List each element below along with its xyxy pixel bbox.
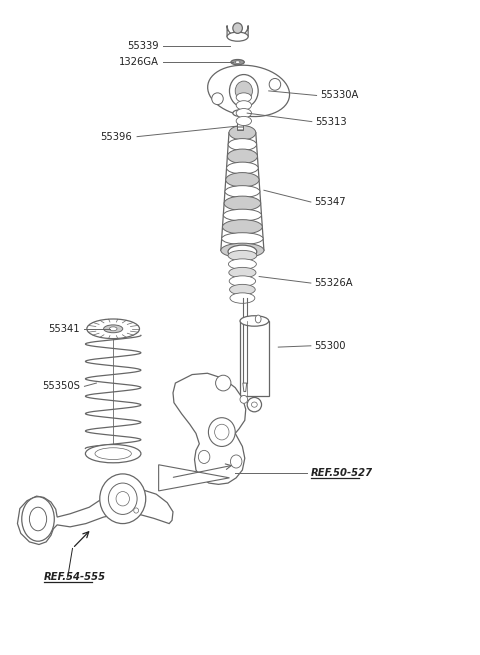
Ellipse shape bbox=[233, 110, 247, 117]
Ellipse shape bbox=[226, 173, 259, 187]
Text: 55330A: 55330A bbox=[321, 90, 359, 100]
Ellipse shape bbox=[255, 315, 261, 323]
Ellipse shape bbox=[134, 508, 139, 513]
Ellipse shape bbox=[252, 402, 257, 407]
Ellipse shape bbox=[108, 483, 137, 514]
Ellipse shape bbox=[223, 219, 262, 234]
Text: 1326GA: 1326GA bbox=[119, 57, 158, 67]
Text: 55350S: 55350S bbox=[42, 381, 80, 391]
Ellipse shape bbox=[236, 117, 252, 126]
Ellipse shape bbox=[227, 162, 258, 174]
Ellipse shape bbox=[235, 81, 252, 101]
Ellipse shape bbox=[116, 491, 130, 506]
Polygon shape bbox=[208, 66, 289, 117]
Ellipse shape bbox=[224, 196, 261, 210]
Polygon shape bbox=[243, 383, 247, 392]
Text: 55341: 55341 bbox=[48, 324, 80, 334]
Ellipse shape bbox=[233, 23, 242, 33]
Ellipse shape bbox=[223, 209, 262, 221]
Ellipse shape bbox=[95, 448, 132, 460]
Text: 55347: 55347 bbox=[315, 197, 346, 207]
Text: 55300: 55300 bbox=[315, 341, 346, 351]
Ellipse shape bbox=[229, 75, 258, 107]
Ellipse shape bbox=[227, 32, 248, 41]
Text: REF.54-555: REF.54-555 bbox=[44, 572, 106, 582]
Ellipse shape bbox=[236, 101, 252, 110]
Ellipse shape bbox=[215, 424, 229, 440]
Ellipse shape bbox=[225, 185, 260, 197]
Ellipse shape bbox=[29, 507, 47, 531]
Text: 55313: 55313 bbox=[316, 117, 347, 126]
Text: 55326A: 55326A bbox=[315, 278, 353, 288]
Ellipse shape bbox=[229, 284, 255, 295]
Ellipse shape bbox=[231, 60, 244, 65]
Ellipse shape bbox=[85, 445, 141, 463]
Ellipse shape bbox=[228, 245, 257, 258]
Ellipse shape bbox=[216, 375, 231, 391]
Ellipse shape bbox=[229, 276, 256, 286]
Ellipse shape bbox=[240, 316, 269, 326]
Ellipse shape bbox=[104, 325, 123, 333]
Ellipse shape bbox=[221, 243, 264, 257]
Ellipse shape bbox=[228, 250, 257, 261]
Ellipse shape bbox=[230, 455, 242, 468]
Ellipse shape bbox=[229, 126, 256, 140]
Ellipse shape bbox=[235, 61, 240, 64]
Ellipse shape bbox=[22, 496, 54, 541]
Polygon shape bbox=[227, 26, 248, 37]
Ellipse shape bbox=[237, 112, 243, 115]
Polygon shape bbox=[158, 465, 229, 491]
Ellipse shape bbox=[100, 474, 146, 523]
Bar bbox=[237, 123, 243, 130]
Ellipse shape bbox=[87, 319, 140, 339]
Ellipse shape bbox=[269, 79, 281, 90]
Ellipse shape bbox=[240, 396, 248, 403]
Text: REF.50-527: REF.50-527 bbox=[311, 468, 373, 477]
Ellipse shape bbox=[212, 93, 223, 105]
Ellipse shape bbox=[222, 233, 263, 244]
Polygon shape bbox=[173, 373, 246, 484]
Ellipse shape bbox=[228, 139, 257, 151]
Polygon shape bbox=[17, 489, 173, 544]
Ellipse shape bbox=[230, 293, 255, 303]
Ellipse shape bbox=[198, 451, 210, 464]
Ellipse shape bbox=[109, 327, 117, 331]
Ellipse shape bbox=[236, 109, 252, 118]
Bar bbox=[240, 321, 269, 396]
Text: 55339: 55339 bbox=[127, 41, 158, 52]
Ellipse shape bbox=[208, 418, 235, 447]
Ellipse shape bbox=[247, 398, 262, 412]
Ellipse shape bbox=[236, 93, 252, 102]
Ellipse shape bbox=[228, 259, 256, 269]
Ellipse shape bbox=[228, 149, 257, 164]
Ellipse shape bbox=[229, 267, 256, 278]
Text: 55396: 55396 bbox=[101, 132, 132, 141]
